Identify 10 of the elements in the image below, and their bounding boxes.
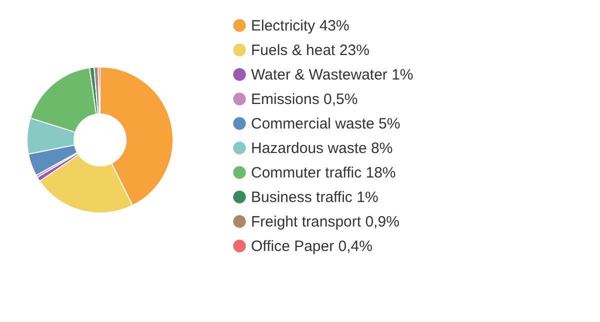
- legend-label: Water & Wastewater 1%: [251, 66, 414, 84]
- legend-label: Commercial waste 5%: [251, 116, 400, 132]
- legend-label: Business traffic 1%: [251, 189, 378, 206]
- legend-label: Electricity 43%: [251, 18, 350, 34]
- legend-label: Office Paper 0,4%: [251, 238, 372, 255]
- legend-label: Hazardous waste 8%: [251, 140, 393, 157]
- legend-label: Freight transport 0,9%: [251, 214, 400, 230]
- legend-label: Fuels & heat 23%: [251, 42, 370, 59]
- legend-label: Emissions 0,5%: [251, 91, 358, 108]
- legend-label: Commuter traffic 18%: [251, 164, 396, 182]
